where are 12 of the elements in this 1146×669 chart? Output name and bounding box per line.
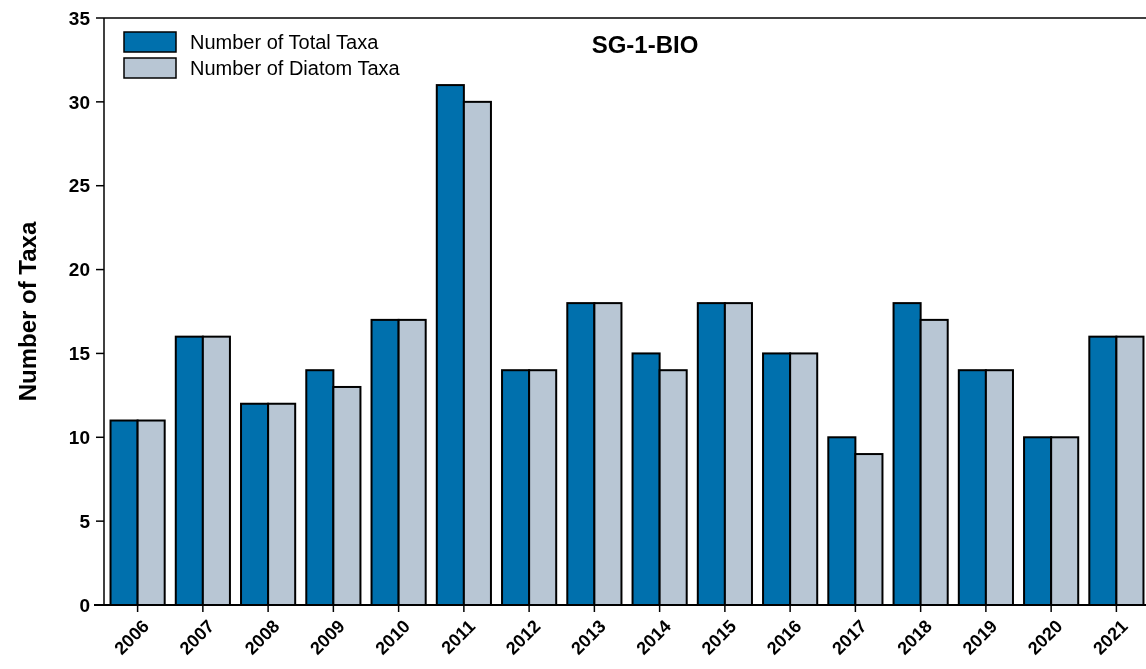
text: SG-1-BIO	[591, 31, 699, 58]
y-tick-label: 35	[68, 7, 91, 29]
legend-label: Number of Total Taxa	[190, 31, 380, 53]
y-tick-label: 20	[68, 259, 90, 281]
legend-label: Number of Diatom Taxa	[190, 57, 401, 79]
y-tick-label: 5	[79, 510, 91, 532]
y-axis-title: Number of Taxa	[14, 221, 41, 402]
y-tick-label: 25	[68, 175, 91, 197]
y-tick-label: 10	[68, 426, 90, 448]
y-tick-label: 0	[79, 594, 90, 616]
y-tick-label: 30	[68, 91, 90, 113]
y-tick-label: 15	[68, 343, 91, 365]
